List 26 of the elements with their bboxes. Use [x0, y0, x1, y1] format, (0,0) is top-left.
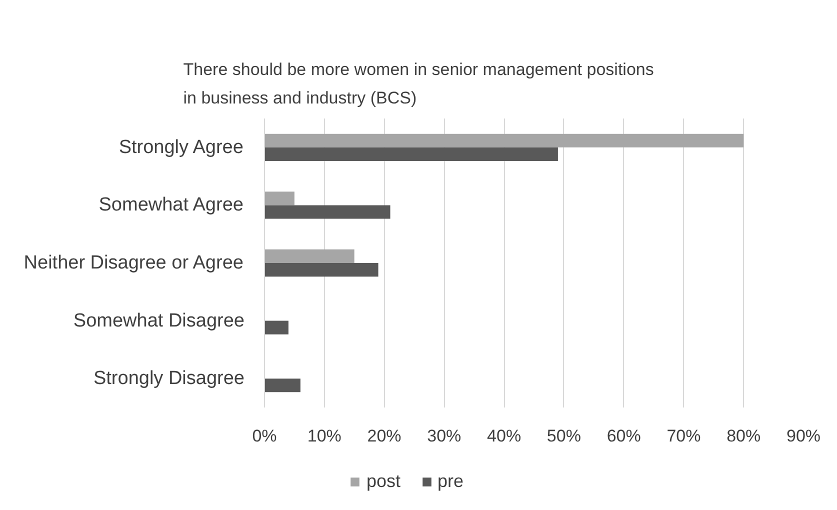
- x-tick-label: 40%: [487, 426, 522, 446]
- y-tick-label: Somewhat Agree: [98, 194, 244, 216]
- x-tick-label: 90%: [786, 426, 821, 446]
- bar: [264, 205, 390, 219]
- x-tick-label: 80%: [726, 426, 761, 446]
- bar: [264, 134, 744, 148]
- y-tick-label: Somewhat Disagree: [73, 310, 245, 332]
- x-tick-label: 30%: [427, 426, 462, 446]
- legend-label: post: [366, 471, 401, 492]
- y-tick-label: Strongly Agree: [118, 136, 244, 158]
- x-tick-label: 20%: [367, 426, 402, 446]
- x-tick-label: 50%: [546, 426, 581, 446]
- x-tick-label: 60%: [606, 426, 641, 446]
- chart-title: There should be more women in senior management positions in business and industry (BCS): [183, 60, 654, 108]
- bar: [264, 249, 354, 263]
- y-tick-label: Strongly Disagree: [93, 368, 245, 390]
- bar: [264, 378, 300, 392]
- x-tick-label: 70%: [666, 426, 701, 446]
- legend-label: pre: [438, 471, 464, 492]
- x-tick-label: 0%: [252, 426, 277, 446]
- x-tick-label: 10%: [307, 426, 342, 446]
- bar: [264, 263, 378, 277]
- bar: [264, 192, 294, 206]
- bar: [264, 147, 558, 161]
- bar: [264, 320, 288, 334]
- y-tick-label: Neither Disagree or Agree: [24, 252, 244, 274]
